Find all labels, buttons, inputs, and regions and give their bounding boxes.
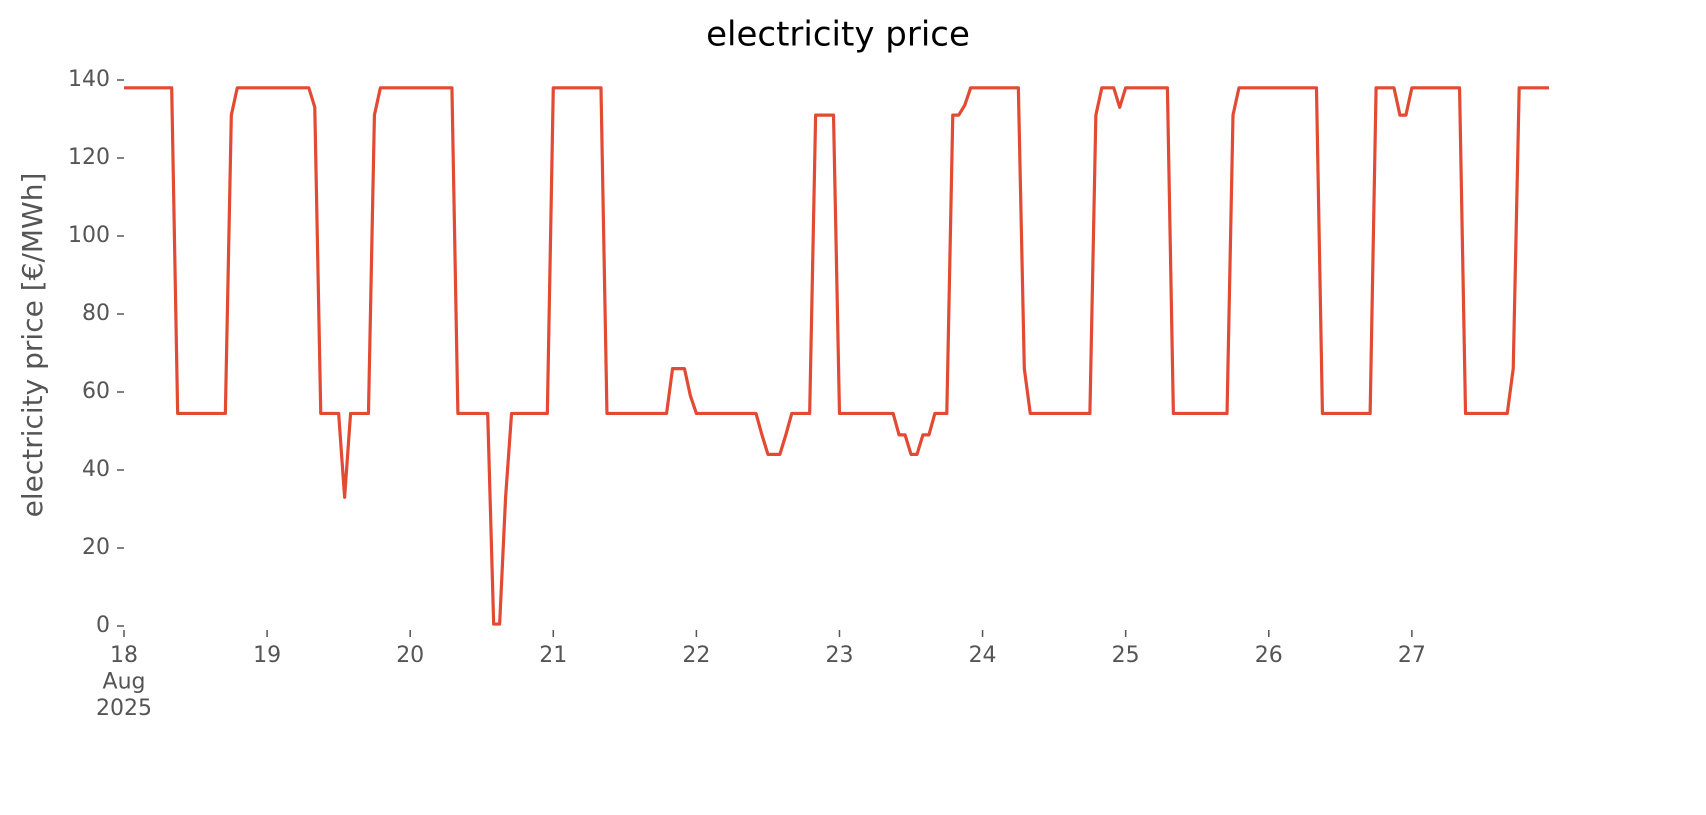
- x-tick-label: 23: [825, 643, 853, 668]
- y-tick-label: 80: [82, 301, 110, 326]
- y-tick-label: 140: [68, 67, 110, 92]
- y-tick-label: 120: [68, 145, 110, 170]
- chart-title: electricity price: [706, 15, 970, 55]
- x-tick-label: 18 Aug 2025: [96, 643, 152, 721]
- x-tick-label: 24: [969, 643, 997, 668]
- x-tick-label: 26: [1255, 643, 1283, 668]
- price-line: [124, 86, 1549, 626]
- x-tick-label: 21: [539, 643, 567, 668]
- y-tick-label: 100: [68, 223, 110, 248]
- y-tick-label: 40: [82, 457, 110, 482]
- y-tick-label: 60: [82, 379, 110, 404]
- y-axis-label: electricity price [€/MWh]: [16, 173, 49, 518]
- x-tick-label: 27: [1398, 643, 1426, 668]
- x-tick-label: 25: [1112, 643, 1140, 668]
- x-tick-label: 20: [396, 643, 424, 668]
- x-tick-label: 22: [682, 643, 710, 668]
- x-tick-label: 19: [253, 643, 281, 668]
- y-tick-label: 20: [82, 535, 110, 560]
- y-tick-label: 0: [96, 613, 110, 638]
